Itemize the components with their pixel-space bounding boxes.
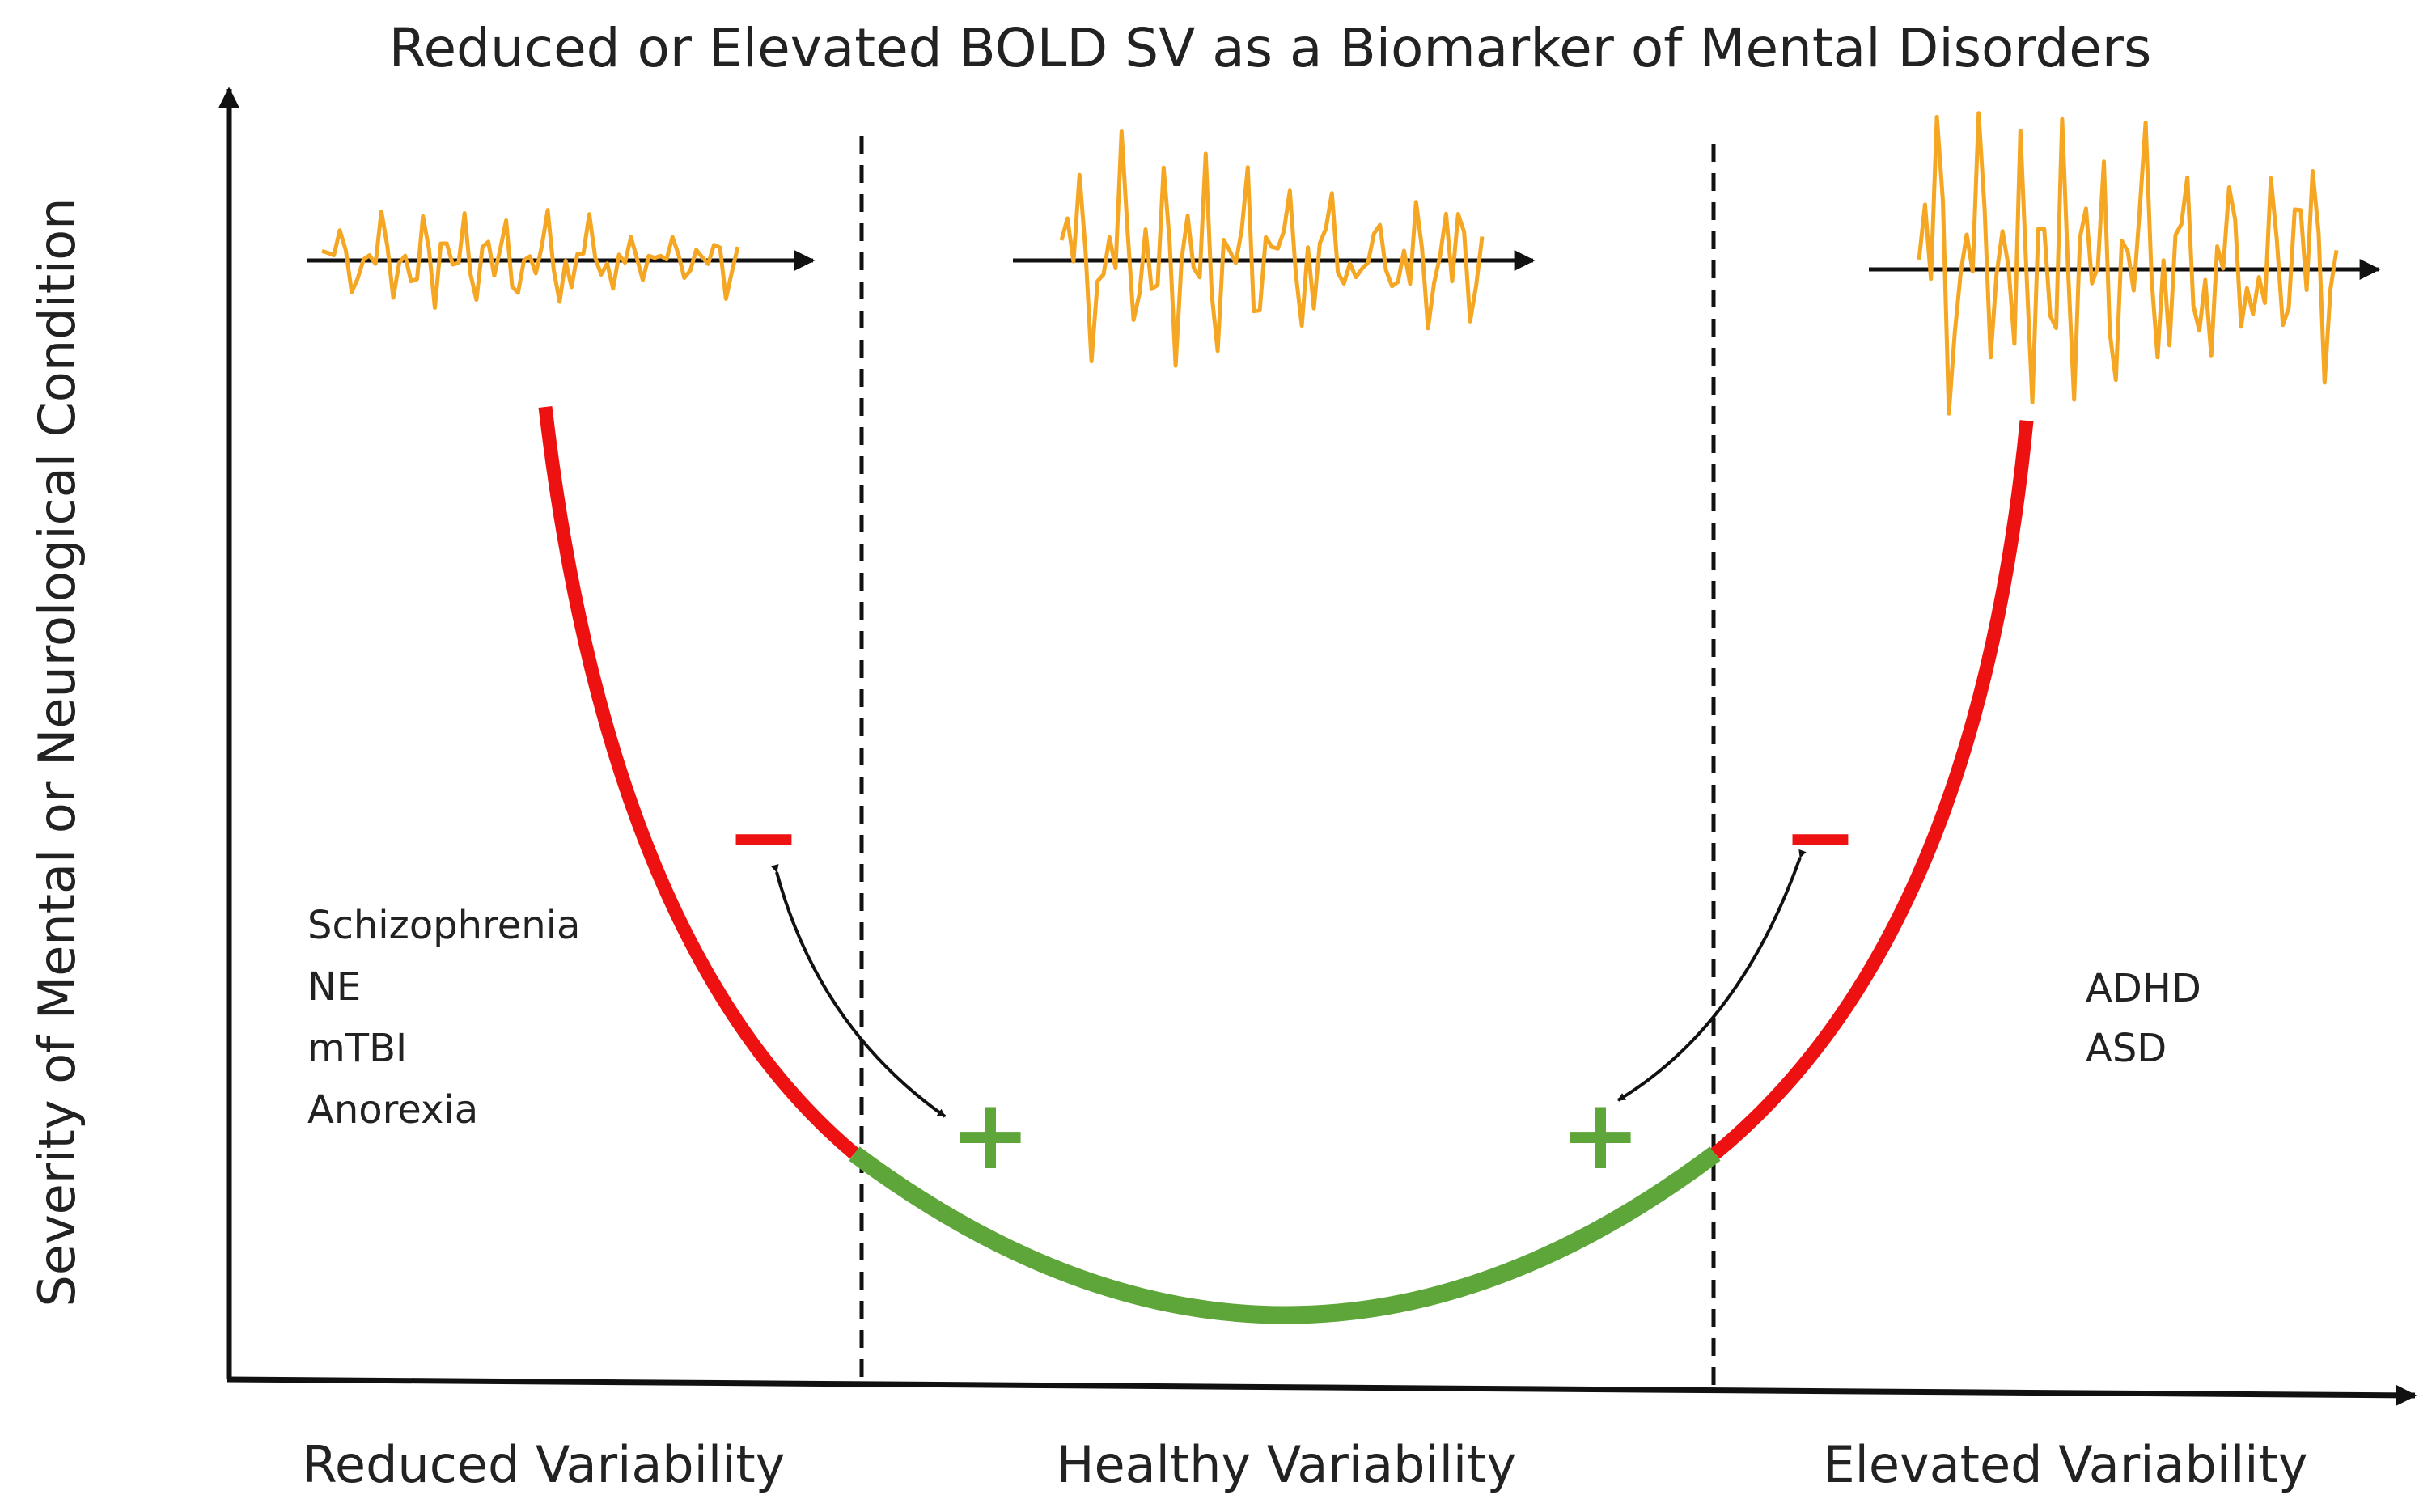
plus-sign-right: +: [1560, 1079, 1642, 1192]
plus-sign-left: +: [950, 1079, 1032, 1192]
diagram-title: Reduced or Elevated BOLD SV as a Biomark…: [389, 17, 2152, 79]
signal-elevated-wave: [1917, 111, 2339, 416]
minus-sign-right: −: [1783, 785, 1858, 888]
disorder-schizophrenia: Schizophrenia: [307, 903, 580, 948]
signal-elevated: [1869, 111, 2381, 416]
arrow-left-double: [770, 864, 947, 1118]
curve-elevated-unhealthy: [1710, 420, 2034, 1159]
disorder-asd: ASD: [2086, 1026, 2167, 1071]
minus-sign-left: −: [727, 785, 801, 888]
curve-healthy: [849, 1146, 1721, 1324]
curve-reduced-unhealthy: [538, 406, 859, 1159]
signal-reduced: [307, 208, 816, 310]
category-elevated: Elevated Variability: [1823, 1435, 2307, 1494]
disorder-mtbi: mTBI: [307, 1026, 407, 1071]
x-axis: [226, 1376, 2417, 1406]
arrow-right-double: [1616, 849, 1807, 1102]
signal-reduced-wave: [321, 208, 740, 310]
disorder-adhd: ADHD: [2086, 966, 2201, 1011]
y-axis-label: Severity of Mental or Neurological Condi…: [28, 197, 87, 1307]
signal-healthy-wave: [1059, 129, 1485, 368]
category-reduced: Reduced Variability: [303, 1435, 786, 1494]
disorder-anorexia: Anorexia: [307, 1087, 478, 1133]
disorder-ne: NE: [307, 964, 361, 1010]
category-healthy: Healthy Variability: [1057, 1435, 1516, 1494]
left-disorder-list: Schizophrenia NE mTBI Anorexia: [307, 903, 580, 1133]
right-disorder-list: ADHD ASD: [2086, 966, 2201, 1071]
signal-healthy: [1013, 129, 1536, 368]
